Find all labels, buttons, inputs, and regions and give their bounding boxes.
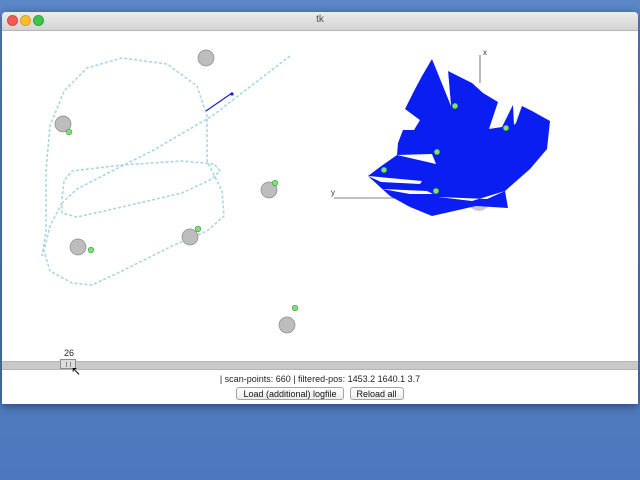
marker <box>194 225 202 233</box>
landmark <box>260 181 278 199</box>
title-bar: tk <box>2 12 638 31</box>
slider-track[interactable] <box>2 361 638 370</box>
landmark <box>197 49 215 67</box>
marker <box>432 187 440 195</box>
status-text: | scan-points: 660 | filtered-pos: 1453.… <box>219 374 421 384</box>
slider-thumb[interactable] <box>60 359 76 369</box>
marker <box>87 246 95 254</box>
landmark <box>69 238 87 256</box>
marker <box>65 128 73 136</box>
robot-path <box>41 55 291 286</box>
mouse-cursor-icon: ↖ <box>71 364 82 378</box>
close-window-button[interactable] <box>7 15 18 26</box>
reload-all-button[interactable]: Reload all <box>349 387 404 400</box>
marker <box>433 148 441 156</box>
scan-x-axis-label: x <box>483 48 487 57</box>
marker <box>380 166 388 174</box>
map-canvas[interactable]: x y <box>2 31 638 361</box>
button-bar: Load (additional) logfile Reload all <box>2 387 638 400</box>
marker <box>451 102 459 110</box>
landmark <box>278 316 296 334</box>
heading-point <box>230 92 234 96</box>
frame-slider[interactable]: 26 <box>2 348 638 374</box>
marker <box>271 179 279 187</box>
marker <box>291 304 299 312</box>
minimize-window-button[interactable] <box>20 15 31 26</box>
landmark <box>181 228 199 246</box>
landmarks <box>54 49 299 334</box>
scan-markers <box>380 102 510 195</box>
marker <box>502 124 510 132</box>
map-svg: x y <box>41 48 550 334</box>
heading-ray <box>205 92 233 112</box>
app-window: tk x <box>2 12 638 404</box>
slider-value: 26 <box>64 348 75 358</box>
laser-scan <box>368 59 550 216</box>
scan-y-axis-label: y <box>331 188 335 197</box>
scan-shadows <box>368 59 522 201</box>
load-logfile-button[interactable]: Load (additional) logfile <box>236 387 344 400</box>
maximize-window-button[interactable] <box>33 15 44 26</box>
landmark <box>54 115 72 133</box>
window-title: tk <box>316 14 324 25</box>
